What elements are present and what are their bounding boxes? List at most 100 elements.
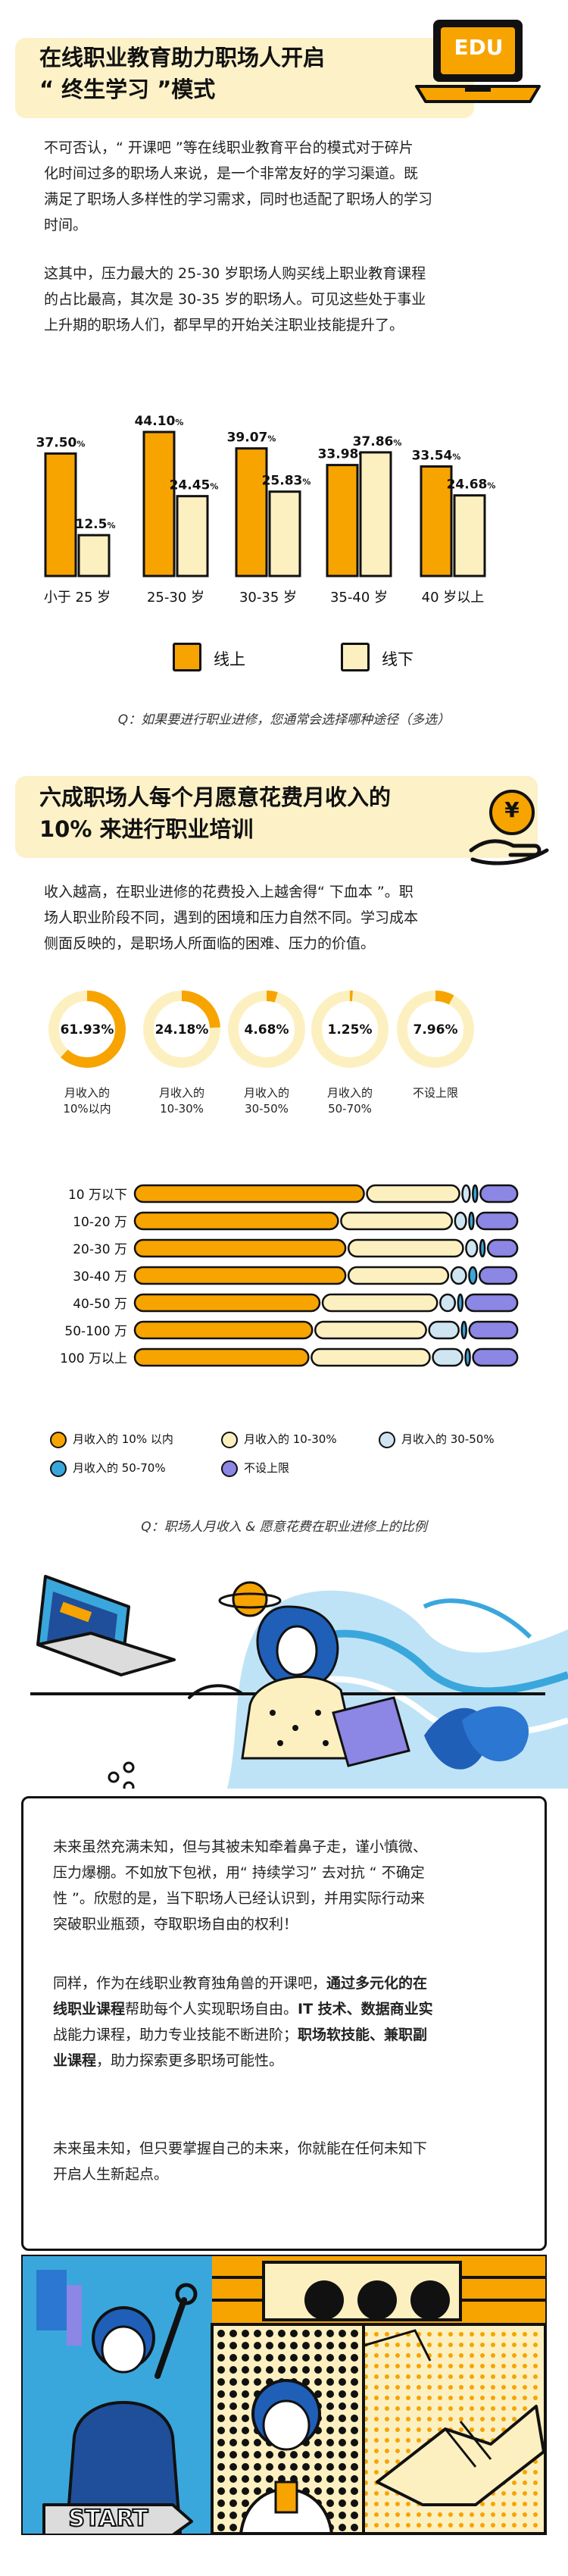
legend2-label-2: 月收入的 10-30% [244,1432,337,1446]
donut-category-2-line-1: 30-50% [245,1102,289,1116]
hbar-tick-5: 50-100 万 [64,1324,127,1339]
closing-paragraph-3: 未来虽未知，但只要掌握自己的未来，你就能在任何未知下 开启人生新起点。 [53,2136,523,2187]
intro-p2-line2: 的占比最高，其次是 30-35 岁的职场人。可见这些处于事业 [44,291,426,308]
hbar-tick-4: 40-50 万 [73,1297,127,1312]
hbar-seg-5-2 [428,1320,460,1340]
donut-category-2-line-0: 月收入的 [243,1086,289,1100]
section2-line2: 场人职业阶段不同，遇到的困境和压力自然不同。学习成本 [44,909,419,926]
donut-arc-0 [48,991,126,1068]
donut-value-0: 61.93% [61,1022,114,1038]
hbar-seg-0-3 [472,1184,479,1203]
bar-online-1 [142,430,176,577]
donut-value-2: 4.68% [245,1022,289,1038]
intro-p1-line4: 时间。 [44,217,88,233]
donut-category-4-line-0: 不设上限 [412,1086,458,1100]
closing-p3-line1: 未来虽未知，但只要掌握自己的未来，你就能在任何未知下 [53,2140,428,2157]
hbar-seg-6-3 [464,1347,471,1367]
hbar-seg-5-0 [133,1320,314,1340]
legend2-label-5: 不设上限 [244,1461,290,1475]
donut-arc-2 [228,991,305,1068]
laptop-icon [412,17,548,108]
closing-p2-l2b: 帮助每个人实现职场自由。 [125,2001,298,2017]
hbar-seg-2-0 [133,1238,347,1258]
hbar-seg-6-2 [432,1347,463,1367]
closing-p3-line2: 开启人生新起点。 [53,2166,169,2183]
data-label-offline-3: 37.86% [353,434,402,449]
hbar-seg-2-1 [347,1238,464,1258]
tick-label-0: 小于 25 岁 [44,590,111,606]
bar-offline-0 [77,534,111,577]
hbar-seg-1-2 [454,1211,467,1231]
hbar-tick-2: 20-30 万 [73,1242,127,1257]
header1-title-line2: “ 终生学习 ”模式 [39,77,216,102]
donut-chart-row: 61.93% 24.18% 4.68% 1.25% 7.96% [48,991,474,1068]
hbar-seg-0-4 [479,1184,519,1203]
data-label-online-1: 44.10% [135,414,184,429]
hbar-tick-6: 100 万以上 [60,1351,127,1366]
legend2-item-3: 月收入的 30-50% [379,1431,495,1448]
closing-p2-l3b: ，助力专业技能不断进阶； [125,2027,298,2043]
hbar-seg-2-2 [465,1238,479,1258]
closing-p1-line2: 压力爆棚。不如放下包袱，用“ 持续学习” 去对抗 “ 不确定 [53,1864,425,1881]
bar-online-2 [235,447,268,577]
header2-title-line1: 六成职场人每个月愿意花费月收入的 [39,784,392,810]
bar-offline-4 [453,494,486,577]
intro-paragraph-1: 不可否认，“ 开课吧 ”等在线职业教育平台的模式对于碎片 化时间过多的职场人来说… [44,135,529,238]
learning-illustration [0,1561,568,1793]
hbar-seg-4-0 [133,1293,321,1313]
legend2-item-1: 月收入的 10% 以内 [50,1431,173,1448]
edu-badge: EDU [454,35,504,60]
hbar-seg-6-1 [311,1347,431,1367]
bottom-collage [20,2253,548,2537]
bar-chart-caption: Q：如果要进行职业进修，您通常会选择哪种途径（多选） [117,712,451,728]
data-label-online-4: 33.54% [412,448,461,463]
intro-p2-line1: 这其中，压力最大的 25-30 岁职场人购买线上职业教育课程 [44,265,426,282]
closing-p2-l1a: 同样，作为在线职业教育独角兽的开课吧， [53,1975,327,1992]
donut-category-3-line-0: 月收入的 [326,1086,373,1100]
start-label: START [67,2505,148,2533]
donut-category-0-line-0: 月收入的 [64,1086,110,1100]
closing-paragraph-2: 同样，作为在线职业教育独角兽的开课吧，通过多元化的在 线职业课程帮助每个人实现职… [53,1970,523,2074]
tick-label-3: 35-40 岁 [330,590,388,606]
donut-value-1: 24.18% [155,1022,209,1038]
closing-p1-line3: 性 ”。欣慰的是，当下职场人已经认识到，并用实际行动来 [53,1890,425,1907]
closing-p2-line4: 业课程，助力探索更多职场可能性。 [53,2048,523,2074]
hbar-seg-5-3 [460,1320,467,1340]
legend2-item-2: 月收入的 10-30% [221,1431,337,1448]
hbar-seg-3-4 [478,1266,518,1285]
bar-offline-3 [359,451,392,577]
legend-swatch-offline [341,643,370,671]
hbar-seg-1-1 [340,1211,454,1231]
tick-label-4: 40 岁以上 [422,590,485,606]
stacked-chart-caption: Q：职场人月收入 & 愿意花费在职业进修上的比例 [141,1520,427,1535]
hbar-seg-4-4 [464,1293,519,1313]
data-label-offline-0: 12.5% [76,517,116,532]
hbar-seg-6-0 [133,1347,310,1367]
legend-swatch-online [173,643,201,671]
closing-card [21,1796,547,2251]
hbar-seg-3-1 [347,1266,450,1285]
hbar-seg-1-4 [476,1211,519,1231]
intro-p2-line3: 上升期的职场人们，都早早的开始关注职业技能提升了。 [44,317,404,333]
hbar-seg-5-1 [314,1320,427,1340]
closing-p2-l2c: IT 技术、数据商业实 [298,2001,433,2017]
bar-offline-1 [176,495,209,577]
legend2-label-4: 月收入的 50-70% [73,1461,166,1475]
hbar-tick-1: 10-20 万 [73,1215,127,1230]
hbar-seg-6-4 [472,1347,519,1367]
intro-p1-line1: 不可否认，“ 开课吧 ”等在线职业教育平台的模式对于碎片 [44,139,414,156]
hbar-seg-0-0 [133,1184,365,1203]
tick-label-1: 25-30 岁 [147,590,204,606]
intro-p1-line2: 化时间过多的职场人来说，是一个非常友好的学习渠道。既 [44,165,419,182]
donut-arc-3 [311,991,389,1068]
hbar-tick-0: 10 万以下 [68,1188,127,1203]
section2-line1: 收入越高，在职业进修的花费投入上越舍得“ 下血本 ”。职 [44,884,414,900]
data-label-online-2: 39.07% [227,430,276,446]
hbar-seg-4-1 [321,1293,438,1313]
donut-value-3: 1.25% [328,1022,373,1038]
donut-category-4: 不设上限 [394,1085,477,1101]
closing-p1-line4: 突破职业瓶颈，夺取职场自由的权利！ [53,1916,298,1933]
section2-line3: 侧面反映的，是职场人所面临的困难、压力的价值。 [44,935,376,952]
header2-highlight [15,776,538,858]
hbar-seg-3-2 [450,1266,467,1285]
